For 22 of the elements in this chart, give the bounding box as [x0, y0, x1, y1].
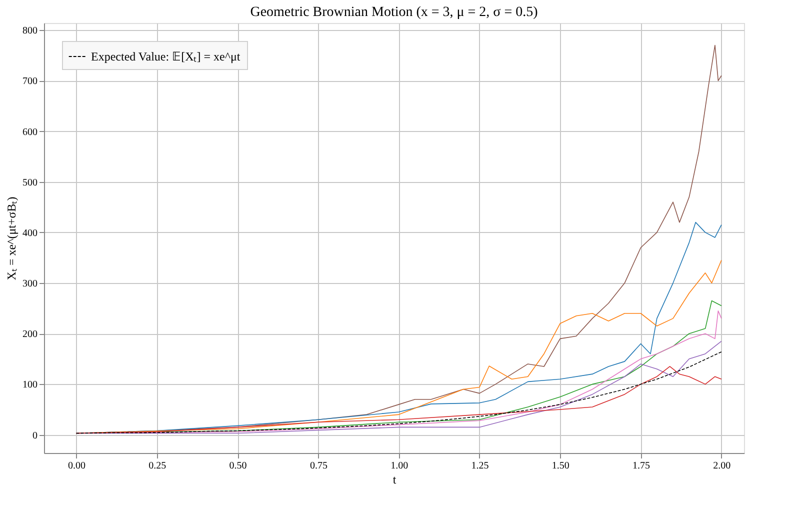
x-tick-label: 0.25: [148, 460, 166, 472]
y-tick-label: 100: [22, 380, 38, 391]
chart-title: Geometric Brownian Motion (x = 3, μ = 2, σ = 0.5): [250, 5, 538, 20]
x-tick-label: 0.50: [229, 460, 247, 472]
y-tick-label: 600: [22, 126, 38, 138]
y-tick-label: 200: [22, 329, 38, 340]
y-tick-label: 800: [22, 26, 38, 37]
y-axis-title: Xₜ = xe^(μt+σBₜ): [4, 196, 18, 280]
y-tick-label: 0: [32, 430, 38, 442]
legend-label: Expected Value: 𝔼[Xₜ] = xe^μt: [91, 50, 241, 64]
x-tick-label: 1.00: [390, 460, 408, 472]
y-tick-label: 500: [22, 177, 38, 188]
y-tick-label: 300: [22, 278, 38, 290]
x-tick-label: 1.25: [471, 460, 489, 472]
x-axis-title: t: [392, 472, 397, 486]
x-tick-label: 1.75: [632, 460, 650, 472]
x-tick-label: 2.00: [713, 460, 731, 472]
y-tick-label: 400: [22, 228, 38, 239]
x-tick-label: 0.00: [68, 460, 86, 472]
x-tick-label: 0.75: [310, 460, 328, 472]
y-tick-label: 700: [22, 76, 38, 88]
x-tick-label: 1.50: [552, 460, 570, 472]
